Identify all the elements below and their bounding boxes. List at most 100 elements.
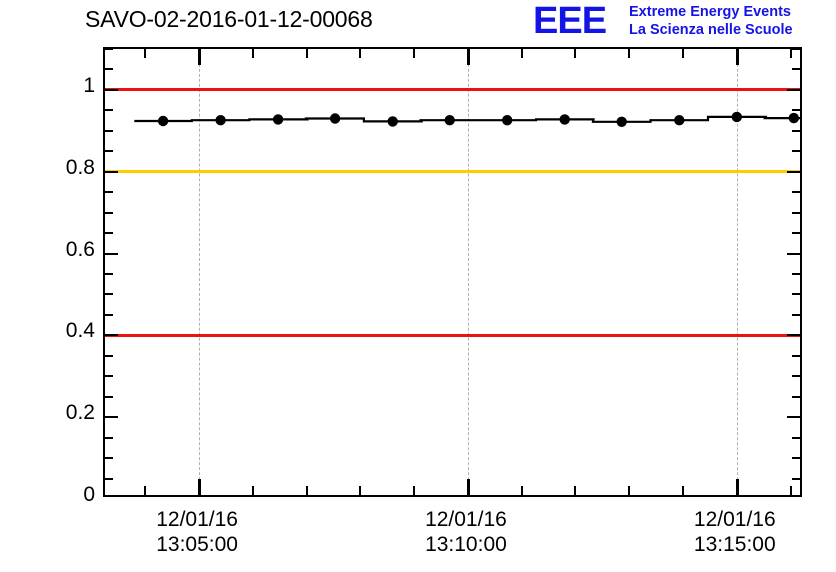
plot-canvas — [105, 49, 800, 495]
y-tick-major — [787, 416, 800, 419]
data-point-marker — [272, 114, 284, 125]
y-tick-minor — [792, 129, 800, 132]
data-point-marker — [559, 114, 570, 125]
x-tick-major — [198, 479, 202, 495]
y-tick-minor — [792, 150, 800, 153]
y-tick-major — [787, 334, 800, 337]
data-point-marker — [215, 115, 226, 126]
y-tick-minor — [105, 109, 113, 112]
y-tick-minor — [792, 109, 800, 112]
x-gridline — [467, 49, 469, 495]
data-point-marker — [444, 115, 455, 126]
series-line — [134, 115, 800, 123]
y-tick-minor — [792, 313, 800, 316]
x-tick-major — [466, 49, 470, 65]
x-tick-label: 12/01/16 13:15:00 — [655, 507, 815, 557]
x-tick-minor — [359, 49, 362, 58]
x-tick-major — [198, 49, 202, 65]
y-tick-minor — [105, 293, 113, 296]
x-tick-label: 12/01/16 13:10:00 — [386, 507, 546, 557]
x-tick-minor — [144, 49, 147, 58]
x-tick-major — [466, 479, 470, 495]
x-tick-minor — [520, 49, 523, 58]
y-tick-minor — [105, 436, 113, 439]
lower-red-limit — [105, 333, 800, 337]
eee-logo: EEE Extreme Energy Events La Scienza nel… — [533, 2, 833, 42]
x-tick-minor — [574, 49, 577, 58]
y-tick-minor — [792, 354, 800, 357]
y-tick-minor — [105, 150, 113, 153]
y-tick-minor — [792, 477, 800, 480]
eee-logo-mark: EEE — [533, 0, 607, 42]
x-tick-major — [735, 479, 739, 495]
y-tick-major — [105, 88, 118, 91]
y-tick-minor — [792, 49, 800, 50]
y-tick-minor — [792, 375, 800, 378]
y-tick-major — [787, 252, 800, 255]
y-tick-minor — [105, 211, 113, 214]
data-point-marker — [674, 115, 685, 126]
x-tick-major — [735, 49, 739, 65]
y-tick-label: 0 — [83, 483, 95, 506]
x-tick-minor — [682, 49, 685, 58]
y-tick-minor — [105, 273, 113, 275]
data-point-marker — [157, 115, 169, 127]
y-tick-major — [787, 88, 800, 91]
x-tick-label-date: 12/01/16 — [693, 508, 776, 531]
x-tick-minor — [413, 486, 416, 495]
y-tick-major — [105, 334, 118, 337]
y-tick-minor — [792, 395, 800, 398]
plot-area — [103, 47, 802, 497]
data-point-marker — [387, 116, 398, 127]
x-tick-label-time: 13:05:00 — [156, 533, 238, 556]
eee-logo-text: Extreme Energy Events La Scienza nelle S… — [629, 3, 793, 39]
data-point-marker — [731, 111, 742, 123]
x-tick-minor — [789, 486, 792, 495]
y-tick-major — [105, 416, 118, 419]
x-tick-minor — [520, 486, 523, 495]
y-tick-minor — [105, 232, 113, 235]
y-tick-minor — [105, 129, 113, 132]
data-series — [134, 111, 800, 128]
x-tick-label-time: 13:15:00 — [693, 533, 776, 556]
x-tick-minor — [628, 486, 631, 495]
y-tick-minor — [105, 49, 113, 50]
y-tick-label: 0.4 — [65, 319, 95, 343]
y-tick-minor — [105, 477, 113, 480]
x-tick-minor — [305, 486, 308, 495]
eee-logo-line1: Extreme Energy Events — [629, 4, 791, 20]
data-point-marker — [788, 112, 799, 124]
y-tick-major — [787, 170, 800, 173]
y-tick-minor — [792, 191, 800, 194]
data-point-marker — [502, 115, 513, 126]
x-tick-minor — [359, 486, 362, 495]
y-tick-minor — [105, 313, 113, 316]
y-tick-minor — [105, 395, 113, 398]
y-tick-minor — [105, 457, 113, 460]
y-tick-label: 0.2 — [65, 401, 95, 425]
y-tick-minor — [792, 232, 800, 235]
x-tick-minor — [305, 49, 308, 58]
x-gridline — [199, 49, 201, 495]
y-tick-minor — [792, 293, 800, 296]
y-tick-minor — [105, 191, 113, 194]
y-tick-minor — [792, 211, 800, 214]
warning-yellow-limit — [105, 170, 800, 174]
x-tick-label-date: 12/01/16 — [425, 508, 507, 531]
y-tick-major — [105, 170, 118, 173]
y-tick-label: 0.8 — [65, 155, 95, 179]
x-tick-minor — [251, 49, 254, 58]
y-tick-minor — [105, 354, 113, 357]
data-point-marker — [329, 113, 341, 124]
x-tick-minor — [682, 486, 685, 495]
y-tick-minor — [792, 436, 800, 439]
x-tick-minor — [628, 49, 631, 58]
x-tick-label-time: 13:10:00 — [425, 533, 507, 556]
x-tick-minor — [413, 49, 416, 58]
x-tick-minor — [574, 486, 577, 495]
data-point-marker — [616, 116, 627, 128]
y-tick-major — [105, 252, 118, 255]
y-tick-label: 0.6 — [65, 237, 95, 261]
x-gridline — [736, 49, 738, 495]
